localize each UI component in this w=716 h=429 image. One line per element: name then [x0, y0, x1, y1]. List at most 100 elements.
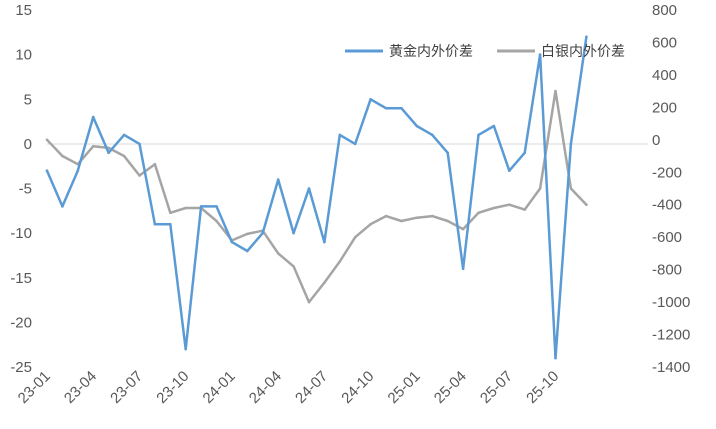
- gold-spread-point: [369, 98, 372, 101]
- left-tick-label: -5: [19, 181, 32, 198]
- gold-spread-point: [61, 205, 64, 208]
- silver-spread-point: [585, 203, 588, 206]
- gold-spread-point: [323, 240, 326, 244]
- silver-spread-point: [292, 265, 295, 268]
- x-tick-label: 25-04: [431, 368, 470, 407]
- x-tick-label: 25-01: [385, 368, 424, 407]
- gold-spread-point: [276, 178, 280, 181]
- right-tick-label: -200: [652, 164, 682, 181]
- gold-spread-point: [107, 151, 110, 155]
- left-tick-label: -10: [10, 225, 32, 242]
- right-tick-label: 800: [652, 2, 677, 19]
- gold-spread-point: [431, 133, 434, 137]
- left-tick-label: 10: [15, 47, 32, 64]
- gold-spread-point: [569, 142, 573, 146]
- right-tick-label: -600: [652, 229, 682, 246]
- left-axis: 15 10 5 0 -5 -10 -15 -20 -25: [10, 2, 32, 376]
- silver-spread-point: [307, 300, 311, 304]
- right-tick-label: -400: [652, 197, 682, 214]
- gold-spread-point: [184, 347, 187, 351]
- x-tick-label: 23-07: [107, 368, 146, 407]
- x-tick-label: 24-07: [292, 368, 331, 407]
- silver-spread-point: [446, 219, 450, 223]
- gold-spread-point: [169, 222, 172, 226]
- silver-spread-point: [184, 206, 187, 210]
- gold-spread-point: [492, 124, 496, 128]
- silver-spread-point: [508, 203, 511, 206]
- gold-spread-point: [199, 205, 203, 208]
- left-tick-label: 0: [24, 136, 32, 153]
- silver-spread-point: [538, 187, 542, 190]
- silver-spread-point: [400, 219, 403, 223]
- gold-spread-point: [554, 356, 557, 360]
- gold-spread-point: [477, 133, 480, 137]
- gold-spread-point: [122, 133, 126, 137]
- legend-label: 黄金内外价差: [389, 43, 473, 60]
- x-tick-label: 24-04: [246, 368, 285, 407]
- silver-spread-point: [91, 145, 95, 148]
- gold-spread-line: [45, 35, 588, 360]
- right-tick-label: 200: [652, 99, 677, 116]
- silver-spread-point: [215, 219, 218, 223]
- silver-spread-point: [276, 252, 280, 255]
- gold-spread-point: [446, 151, 450, 155]
- gold-spread-point: [538, 53, 542, 56]
- left-tick-label: -15: [10, 270, 32, 287]
- silver-spread-point: [61, 154, 64, 158]
- gold-spread-point: [45, 169, 49, 172]
- x-axis: 23-01 23-04 23-07 23-10 24-01 24-04 24-07 24-10…: [15, 368, 563, 407]
- silver-spread-line: [45, 89, 588, 304]
- gold-spread-point: [400, 106, 403, 110]
- silver-spread-point: [153, 162, 157, 166]
- x-tick-label: 24-10: [338, 368, 377, 407]
- silver-spread-point: [415, 216, 419, 219]
- silver-spread-point: [246, 232, 249, 236]
- silver-spread-point: [492, 206, 496, 210]
- gold-spread-point: [523, 151, 526, 155]
- right-tick-label: 400: [652, 67, 677, 84]
- right-tick-label: -1400: [652, 359, 690, 376]
- gold-spread-point: [461, 267, 465, 271]
- silver-spread-point: [431, 214, 434, 218]
- gold-spread-point: [153, 222, 157, 226]
- silver-spread-point: [554, 89, 557, 93]
- gold-spread-point: [76, 169, 80, 172]
- gold-spread-point: [230, 240, 234, 244]
- gold-spread-point: [261, 231, 265, 235]
- silver-spread-point: [353, 235, 357, 239]
- silver-spread-point: [138, 174, 141, 177]
- x-tick-label: 25-10: [523, 368, 562, 407]
- gold-spread-point: [353, 142, 357, 146]
- silver-spread-point: [477, 211, 480, 215]
- legend: 黄金内外价差 白银内外价差: [345, 43, 625, 60]
- x-tick-label: 24-01: [200, 368, 239, 407]
- x-tick-label: 23-04: [61, 368, 100, 407]
- legend-label: 白银内外价差: [541, 44, 625, 60]
- left-tick-label: 15: [15, 2, 32, 19]
- silver-spread-point: [384, 214, 388, 218]
- gold-spread-point: [246, 249, 249, 253]
- silver-spread-point: [45, 138, 49, 142]
- gold-spread-point: [91, 115, 95, 119]
- right-axis: 800 600 400 200 0 -200 -400 -600 -800 -1000 -1200 -…: [652, 2, 690, 376]
- right-tick-label: -800: [652, 262, 682, 279]
- x-tick-label: 25-07: [477, 368, 516, 407]
- silver-spread-point: [461, 227, 465, 231]
- gold-spread-point: [415, 124, 419, 128]
- gold-spread-point: [292, 231, 295, 235]
- left-tick-label: -25: [10, 359, 32, 376]
- gold-spread-point: [384, 106, 388, 110]
- silver-spread-point: [569, 187, 573, 190]
- gold-spread-point: [215, 205, 218, 208]
- right-tick-label: 600: [652, 34, 677, 51]
- series-layer: [45, 35, 588, 360]
- right-tick-label: 0: [652, 132, 660, 149]
- silver-spread-point: [122, 154, 126, 158]
- right-tick-label: -1200: [652, 327, 690, 344]
- silver-spread-point: [369, 222, 372, 226]
- gold-spread-point: [585, 35, 588, 39]
- gold-spread-point: [307, 187, 311, 190]
- x-tick-label: 23-10: [153, 368, 192, 407]
- left-tick-label: -20: [10, 314, 32, 331]
